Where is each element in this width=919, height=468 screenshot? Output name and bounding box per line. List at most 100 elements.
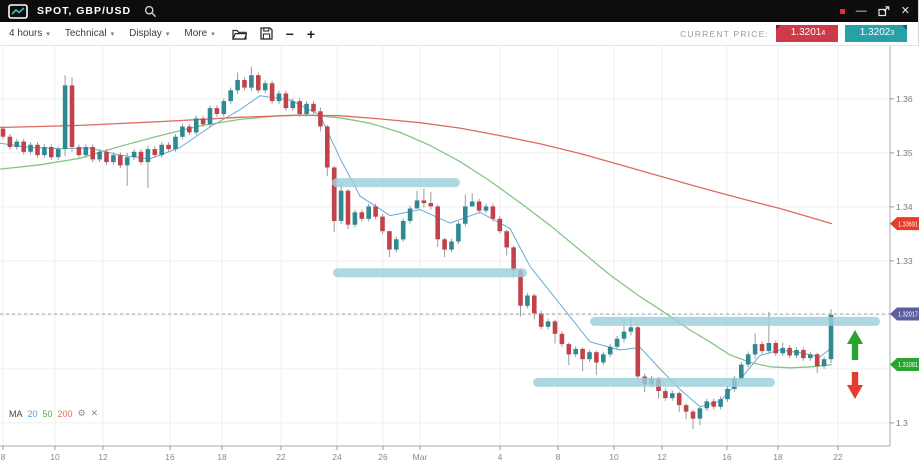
candle-down — [773, 343, 779, 354]
current-price-group: CURRENT PRICE: 1.32014 1.32023 — [680, 25, 909, 42]
bearish-arrow — [847, 372, 863, 399]
popout-button[interactable] — [878, 5, 890, 17]
candle-up — [697, 408, 703, 419]
candle-down — [373, 206, 378, 217]
ask-price-badge[interactable]: 1.32023 — [845, 25, 907, 42]
candle-up — [28, 144, 33, 152]
toolbar: 4 hours ▾ Technical ▾ Display ▾ More ▾ — [0, 22, 918, 46]
candle-up — [276, 93, 282, 102]
toolbar-icons: − + — [231, 25, 316, 42]
candle-down — [497, 218, 503, 232]
candle-down — [428, 203, 434, 207]
app-logo-icon — [8, 3, 28, 19]
candle-up — [483, 206, 489, 211]
candle-up — [449, 241, 454, 250]
x-tick-label: 22 — [276, 452, 286, 462]
y-tick-label: 1.3 — [896, 418, 908, 428]
candle-down — [297, 101, 302, 115]
candle-up — [456, 223, 461, 242]
candle-down — [331, 167, 337, 221]
candle-down — [518, 270, 523, 306]
ma50-value-tag — [890, 358, 919, 371]
candle-down — [476, 201, 482, 211]
ma50-toggle[interactable]: 50 — [42, 408, 53, 419]
candle-down — [118, 155, 123, 166]
candle-up — [525, 295, 530, 306]
candle-down — [69, 85, 75, 147]
technical-dropdown[interactable]: Technical ▾ — [65, 28, 114, 39]
candle-down — [538, 313, 544, 327]
candle-down — [552, 321, 558, 334]
candle-down — [801, 350, 806, 359]
candle-up — [193, 118, 199, 133]
ask-price-pip: 3 — [890, 30, 895, 37]
candle-up — [573, 348, 578, 355]
chart-area: 1.36 1.35 1.34 1.33 1.3 8 10 12 16 18 22 24 26 Mar 4 8 1… — [0, 46, 919, 468]
candle-up — [766, 343, 772, 352]
y-tick-label: 1.33 — [896, 256, 913, 266]
gear-icon[interactable]: ⚙ — [77, 408, 86, 418]
candle-up — [780, 347, 785, 354]
candle-up — [352, 212, 358, 225]
candle-up — [400, 221, 406, 240]
candle-down — [104, 151, 109, 163]
display-dropdown[interactable]: Display ▾ — [129, 28, 169, 39]
minimize-button[interactable]: — — [855, 4, 867, 17]
candle-up — [414, 200, 420, 209]
candle-up — [338, 190, 344, 221]
candle-down — [683, 405, 689, 412]
zoom-out-button[interactable]: − — [285, 25, 294, 42]
ma50-value-tag-text: 1.31081 — [898, 362, 918, 369]
x-tick-label: 4 — [498, 452, 503, 462]
candle-up — [463, 206, 468, 224]
candle-down — [200, 118, 206, 125]
candle-down — [256, 75, 261, 91]
candle-up — [828, 314, 834, 360]
y-tick-label: 1.35 — [896, 148, 913, 158]
more-label: More — [184, 28, 208, 39]
candle-up — [290, 101, 296, 109]
x-tick-label: 18 — [217, 452, 227, 462]
ma200-toggle[interactable]: 200 — [57, 408, 73, 419]
candle-down — [787, 347, 792, 356]
x-tick-label: 8 — [1, 452, 6, 462]
ma20-toggle[interactable]: 20 — [27, 408, 38, 419]
candle-down — [166, 144, 171, 150]
save-icon[interactable] — [260, 27, 273, 40]
candle-down — [380, 216, 385, 232]
close-button[interactable]: ✕ — [900, 4, 910, 17]
close-icon[interactable]: ✕ — [90, 408, 99, 418]
candle-down — [814, 354, 820, 367]
candle-down — [269, 83, 275, 102]
candlestick-chart[interactable]: 1.36 1.35 1.34 1.33 1.3 8 10 12 16 18 22 24 26 Mar 4 8 1… — [0, 46, 919, 468]
bid-price-badge[interactable]: 1.32014 — [776, 25, 838, 42]
candle-up — [718, 399, 723, 407]
search-icon[interactable] — [144, 5, 157, 18]
candle-down — [490, 206, 496, 219]
candle-down — [318, 111, 323, 127]
x-tick-label: Mar — [413, 452, 428, 462]
more-dropdown[interactable]: More ▾ — [184, 28, 214, 39]
x-tick-label: 16 — [165, 452, 175, 462]
candle-up — [235, 80, 240, 91]
zoom-in-button[interactable]: + — [306, 25, 316, 42]
x-tick-label: 26 — [378, 452, 388, 462]
candle-down — [387, 231, 392, 250]
candle-down — [7, 136, 13, 147]
ma200-value-tag — [890, 217, 919, 231]
ma50-line — [0, 114, 833, 369]
chevron-down-icon: ▾ — [46, 30, 50, 38]
candle-up — [407, 208, 413, 221]
timeframe-dropdown[interactable]: 4 hours ▾ — [9, 28, 50, 39]
candle-down — [676, 393, 682, 406]
display-label: Display — [129, 28, 162, 39]
candle-down — [152, 149, 158, 155]
x-tick-label: 8 — [556, 452, 561, 462]
candle-down — [49, 147, 54, 158]
x-tick-label: 10 — [609, 452, 619, 462]
candle-down — [504, 231, 509, 248]
open-folder-icon[interactable] — [231, 28, 247, 40]
candle-up — [794, 350, 799, 356]
candle-down — [690, 411, 696, 419]
